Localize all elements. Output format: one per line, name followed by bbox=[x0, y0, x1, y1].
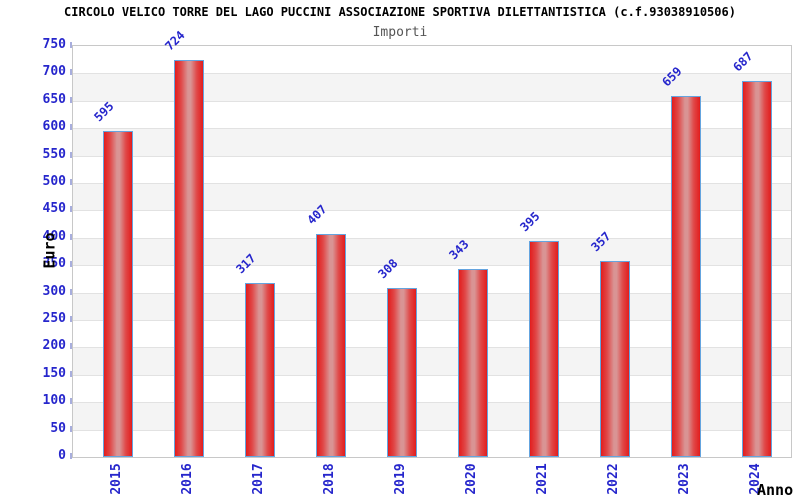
x-tick-label: 2023 bbox=[677, 463, 692, 495]
bar bbox=[316, 234, 346, 457]
y-tick-label: 650 bbox=[42, 92, 66, 107]
y-axis-label: Euro bbox=[40, 232, 59, 269]
x-tick-label: 2018 bbox=[322, 463, 337, 495]
y-tick-label: 250 bbox=[42, 311, 66, 326]
y-tick-label: 700 bbox=[42, 64, 66, 79]
bar bbox=[245, 283, 275, 457]
x-tick-label: 2020 bbox=[464, 463, 479, 495]
y-tick-label: 0 bbox=[58, 448, 66, 463]
bar bbox=[103, 131, 133, 457]
gridline bbox=[73, 402, 791, 403]
x-tick-label: 2021 bbox=[535, 463, 550, 495]
chart-title: CIRCOLO VELICO TORRE DEL LAGO PUCCINI AS… bbox=[64, 5, 736, 19]
gridline bbox=[73, 375, 791, 376]
x-axis-label: Anno bbox=[757, 481, 794, 499]
plot-area: 595 724 317 407 308 343 395 357 659 687 bbox=[72, 28, 792, 458]
bar bbox=[529, 241, 559, 457]
bar bbox=[458, 269, 488, 457]
bar bbox=[387, 288, 417, 457]
gridline bbox=[73, 320, 791, 321]
y-tick-label: 300 bbox=[42, 284, 66, 299]
bar bbox=[671, 96, 701, 457]
x-tick-label: 2015 bbox=[109, 463, 124, 495]
gridline bbox=[73, 128, 791, 129]
chart-subtitle: Importi bbox=[372, 25, 428, 40]
gridline bbox=[73, 265, 791, 266]
gridline bbox=[73, 156, 791, 157]
y-tick-label: 50 bbox=[50, 421, 66, 436]
gridline bbox=[73, 430, 791, 431]
y-tick-label: 450 bbox=[42, 201, 66, 216]
gridline bbox=[73, 293, 791, 294]
x-tick-label: 2019 bbox=[393, 463, 408, 495]
y-tick-label: 600 bbox=[42, 119, 66, 134]
bar bbox=[174, 60, 204, 457]
gridline bbox=[73, 101, 791, 102]
x-tick-label: 2017 bbox=[251, 463, 266, 495]
gridline bbox=[73, 73, 791, 74]
y-tick-label: 550 bbox=[42, 147, 66, 162]
y-tick-label: 100 bbox=[42, 393, 66, 408]
y-tick-label: 500 bbox=[42, 174, 66, 189]
x-tick-label: 2022 bbox=[606, 463, 621, 495]
y-tick-label: 200 bbox=[42, 338, 66, 353]
gridline bbox=[73, 238, 791, 239]
y-tick-label: 150 bbox=[42, 366, 66, 381]
gridline bbox=[73, 210, 791, 211]
bar bbox=[600, 261, 630, 457]
gridline bbox=[73, 183, 791, 184]
x-tick-label: 2016 bbox=[180, 463, 195, 495]
bar bbox=[742, 81, 772, 457]
gridline bbox=[73, 347, 791, 348]
